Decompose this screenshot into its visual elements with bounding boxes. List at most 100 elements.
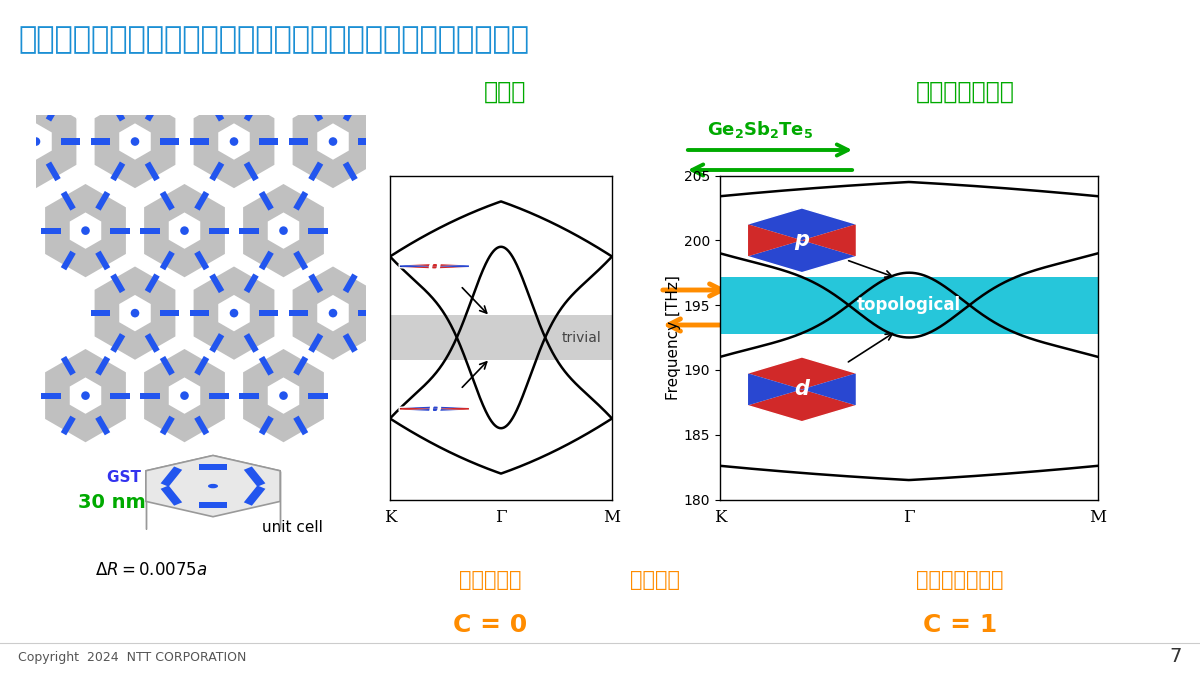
Polygon shape [240,227,259,234]
Bar [720,277,1098,333]
Polygon shape [0,138,11,144]
Ellipse shape [131,309,139,317]
Polygon shape [160,250,175,270]
Polygon shape [169,213,200,249]
Text: topological: topological [857,296,961,314]
Polygon shape [259,191,274,211]
Polygon shape [145,102,160,122]
Polygon shape [317,295,349,331]
Polygon shape [259,310,278,316]
Ellipse shape [229,309,239,317]
Polygon shape [161,485,182,506]
Text: Copyright  2024  NTT CORPORATION: Copyright 2024 NTT CORPORATION [18,651,246,664]
Polygon shape [400,406,469,409]
Polygon shape [434,407,469,410]
Polygon shape [209,393,228,399]
Ellipse shape [280,226,288,235]
Polygon shape [61,356,76,375]
Polygon shape [218,124,250,160]
Text: アモルファス相: アモルファス相 [916,80,1014,104]
Ellipse shape [280,392,288,400]
Polygon shape [244,485,265,506]
Text: 結晶相: 結晶相 [484,80,526,104]
Ellipse shape [180,226,188,235]
Polygon shape [240,393,259,399]
Polygon shape [160,310,179,316]
Polygon shape [242,348,325,443]
Polygon shape [46,102,61,122]
Text: 結果１：物質相転移による光トポロジカル相転移（理論予測）: 結果１：物質相転移による光トポロジカル相転移（理論予測） [18,25,529,54]
Text: p: p [427,400,442,418]
Polygon shape [61,191,76,211]
Polygon shape [748,389,857,422]
Text: C = 0: C = 0 [452,613,527,637]
Polygon shape [110,273,125,293]
Polygon shape [400,265,434,268]
Polygon shape [95,356,110,375]
Polygon shape [343,273,358,293]
Polygon shape [61,416,76,435]
Ellipse shape [82,392,90,400]
Polygon shape [400,266,469,269]
Text: unit cell: unit cell [262,520,323,535]
Polygon shape [358,138,377,144]
Polygon shape [802,224,857,256]
Polygon shape [119,124,151,160]
Polygon shape [259,416,274,435]
Polygon shape [110,161,125,181]
Polygon shape [140,227,160,234]
Polygon shape [94,265,176,361]
Polygon shape [209,273,224,293]
Ellipse shape [131,137,139,146]
Polygon shape [194,416,209,435]
Polygon shape [140,393,160,399]
Polygon shape [0,94,78,190]
Polygon shape [199,502,227,508]
Ellipse shape [329,309,337,317]
Polygon shape [20,124,52,160]
Polygon shape [748,357,857,389]
Text: d: d [427,256,442,275]
Polygon shape [748,240,857,273]
Y-axis label: Frequency [THz]: Frequency [THz] [666,275,682,400]
Text: GST (Ge₂Sb₂Te₅): GST (Ge₂Sb₂Te₅) [107,470,244,485]
Polygon shape [42,227,61,234]
Polygon shape [161,466,182,487]
Text: $\Delta R = 0.0075a$: $\Delta R = 0.0075a$ [95,561,208,579]
Polygon shape [160,191,175,211]
Bar [390,315,612,360]
Polygon shape [308,333,323,353]
Polygon shape [190,138,209,144]
Polygon shape [146,456,280,517]
Polygon shape [110,227,130,234]
Polygon shape [244,333,259,353]
Polygon shape [44,183,127,279]
Polygon shape [11,161,26,181]
Polygon shape [209,161,224,181]
Text: C = 1: C = 1 [923,613,997,637]
Polygon shape [218,295,250,331]
Text: ノーマル相: ノーマル相 [458,570,521,590]
Text: 7: 7 [1170,647,1182,666]
Ellipse shape [329,137,337,146]
Polygon shape [110,393,130,399]
Polygon shape [145,333,160,353]
Polygon shape [268,213,299,249]
Text: トポロジカル相: トポロジカル相 [917,570,1003,590]
Polygon shape [292,265,374,361]
Polygon shape [802,373,857,406]
Polygon shape [209,333,224,353]
Polygon shape [434,265,469,268]
Text: Si: Si [248,470,264,485]
Polygon shape [289,138,308,144]
Polygon shape [61,138,80,144]
Polygon shape [143,348,226,443]
Polygon shape [400,409,469,412]
Polygon shape [289,310,308,316]
Polygon shape [11,102,26,122]
Polygon shape [748,373,802,406]
Text: 光の状態: 光の状態 [630,570,680,590]
Polygon shape [209,102,224,122]
Polygon shape [308,393,328,399]
Polygon shape [343,161,358,181]
